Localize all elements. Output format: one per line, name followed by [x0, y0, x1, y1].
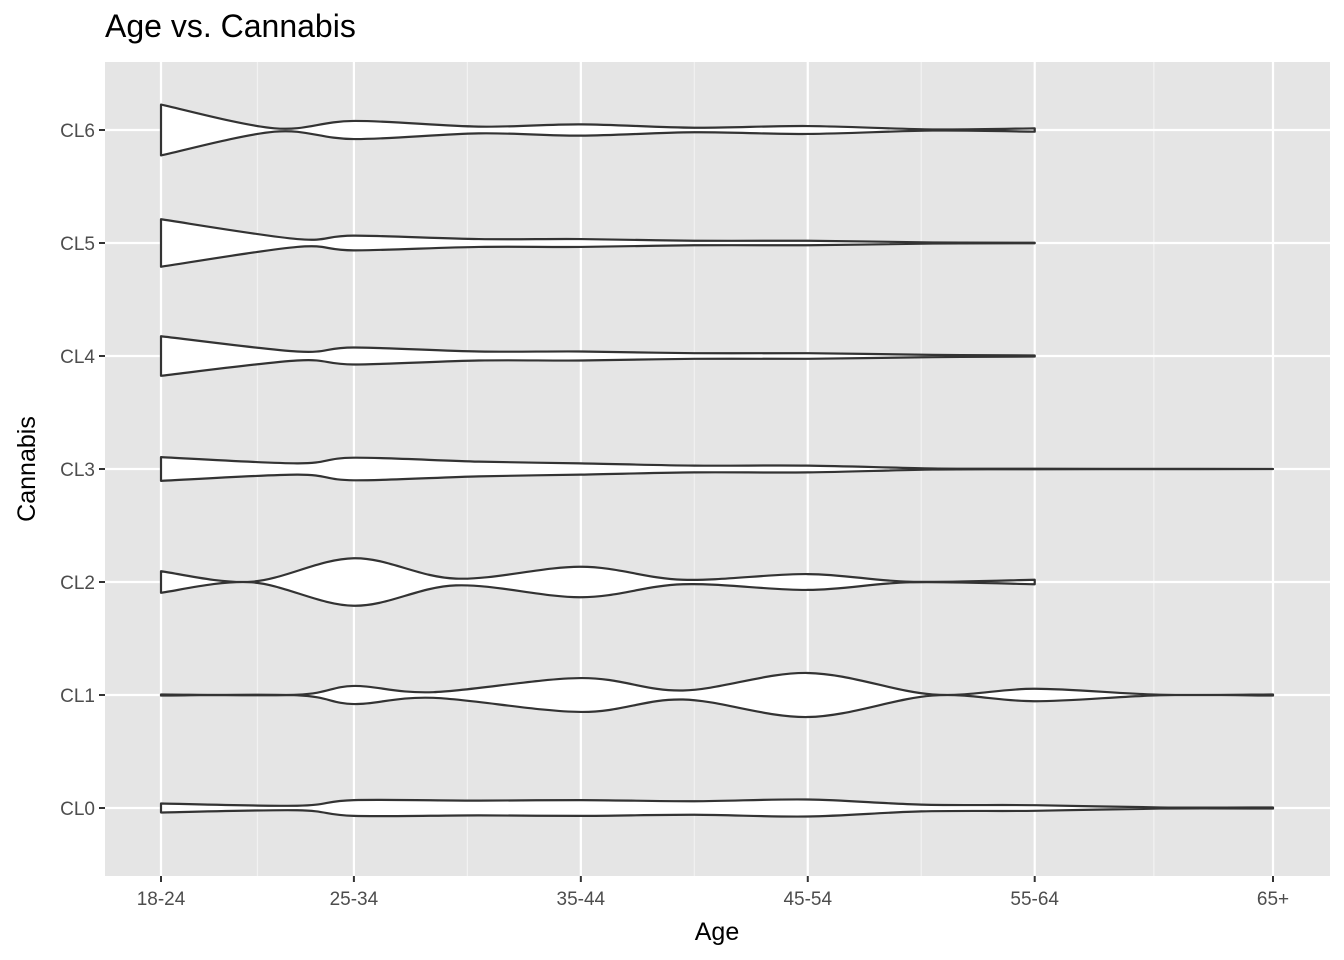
x-tick-label: 65+	[1257, 889, 1289, 910]
x-axis-title: Age	[695, 918, 739, 946]
y-tick-label: CL0	[60, 799, 95, 820]
y-axis-ticks: CL0 CL1 CL2 CL3 CL4 CL5 CL6	[60, 121, 105, 820]
violin-cl1	[159, 671, 1275, 719]
y-tick-label: CL4	[60, 347, 95, 368]
y-tick-label: CL6	[60, 121, 95, 142]
x-tick-label: 55-64	[1010, 889, 1059, 910]
x-tick-label: 18-24	[137, 889, 186, 910]
y-tick-label: CL3	[60, 460, 95, 481]
x-tick-label: 25-34	[330, 889, 379, 910]
violin-cl6	[159, 103, 1036, 157]
violins	[159, 103, 1275, 818]
violin-cl0	[159, 798, 1275, 818]
y-tick-label: CL2	[60, 573, 95, 594]
x-tick-label: 45-54	[783, 889, 832, 910]
y-tick-label: CL1	[60, 686, 95, 707]
violin-cl4	[159, 335, 1036, 377]
y-tick-label: CL5	[60, 234, 95, 255]
violin-cl2	[159, 557, 1036, 607]
violin-cl3	[159, 456, 1275, 482]
y-axis-title: Cannabis	[13, 416, 41, 522]
chart-title: Age vs. Cannabis	[105, 8, 356, 44]
violin-cl5	[159, 218, 1036, 268]
x-axis-ticks: 18-24 25-34 35-44 45-54 55-64 65+	[137, 876, 1289, 910]
x-tick-label: 35-44	[557, 889, 606, 910]
